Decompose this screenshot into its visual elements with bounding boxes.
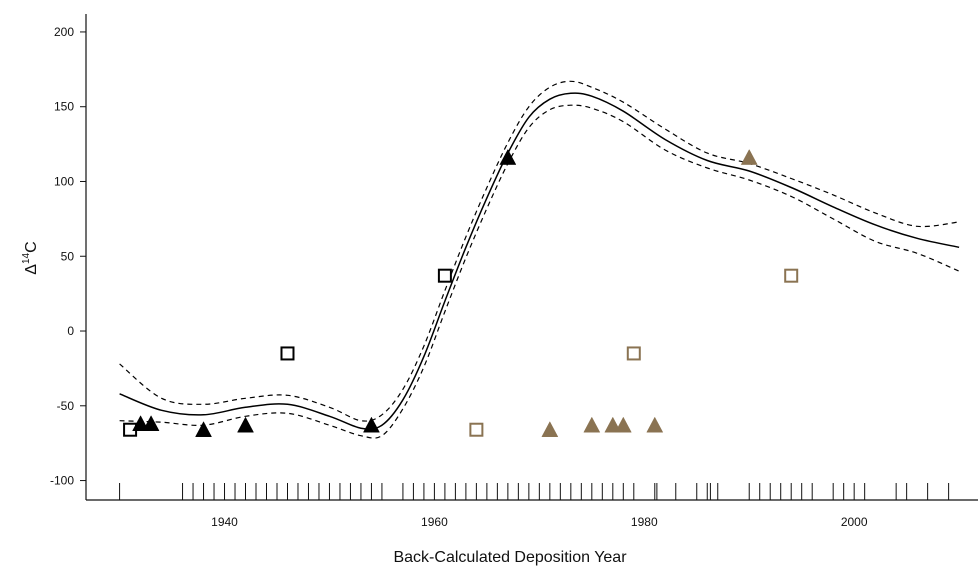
square-marker [626,346,641,361]
rug-marks [119,483,950,500]
fitted-curve [119,92,960,430]
x-tick-label: 1940 [211,515,238,529]
triangle-marker [132,415,149,431]
square-marker [280,346,295,361]
axis-ticks: -100 -50 0 50 100 150 200 1940 1960 1980 2000 [50,25,868,529]
square-marker [784,268,799,283]
y-tick-label: -100 [50,474,74,488]
triangle-marker [363,416,380,433]
triangle-marker [614,416,632,433]
upper-confidence-curve [119,80,960,422]
x-tick-label: 1960 [421,515,448,529]
triangle-marker [195,421,212,437]
x-axis-title: Back-Calculated Deposition Year [393,549,627,566]
fit-curves [119,80,960,439]
square-marker [437,268,452,283]
x-tick-label: 2000 [841,515,868,529]
y-tick-label: 200 [54,25,74,39]
x-tick-label: 1980 [631,515,658,529]
y-tick-label: 0 [67,324,74,338]
y-axis-title-superscript: 14 [21,252,32,264]
lower-confidence-curve [119,104,960,439]
y-axis-title: Δ14C [21,241,40,274]
square-marker [469,422,484,437]
triangle-marker [541,421,559,437]
y-tick-label: 150 [54,100,74,114]
y-tick-label: -50 [57,399,75,413]
triangle-marker [499,149,517,165]
triangle-marker [237,416,254,433]
triangle-marker [740,149,758,165]
y-tick-label: 50 [61,249,75,263]
triangle-marker [604,416,622,433]
data-points [123,149,799,437]
triangle-marker [583,416,601,433]
y-tick-label: 100 [54,174,74,188]
triangle-marker [646,416,664,433]
triangle-marker [142,415,160,431]
y-axis-title-delta: Δ [23,264,40,275]
y-axis-title-c: C [23,241,40,253]
